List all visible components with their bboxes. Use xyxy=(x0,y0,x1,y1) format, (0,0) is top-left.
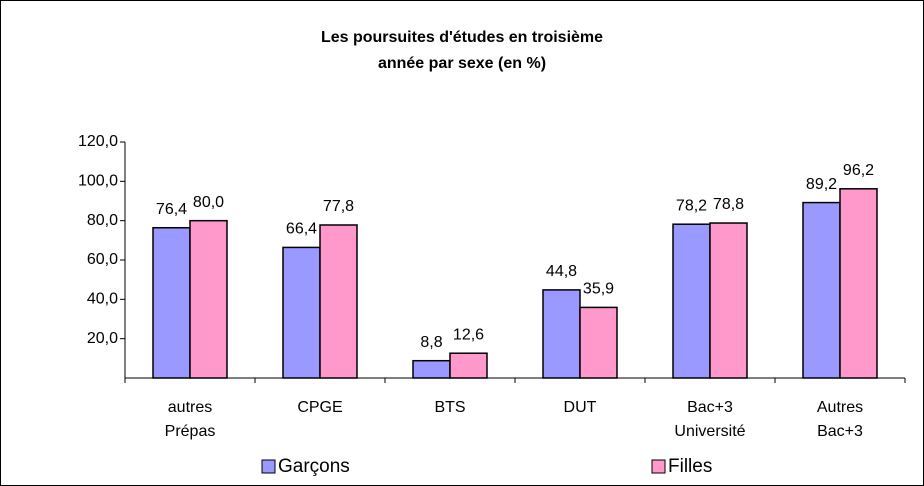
value-label: 77,8 xyxy=(323,198,354,215)
value-label: 78,8 xyxy=(713,196,744,213)
y-tick-label: 20,0 xyxy=(87,330,118,347)
legend-swatch xyxy=(651,459,666,474)
x-tick-label: autres xyxy=(168,399,212,416)
chart-title: année par sexe (en %) xyxy=(378,55,546,72)
value-label: 89,2 xyxy=(806,176,837,193)
value-label: 12,6 xyxy=(453,326,484,343)
legend-swatch xyxy=(261,459,276,474)
x-tick-label: Université xyxy=(674,423,745,440)
legend-label: Garçons xyxy=(278,456,350,477)
bar xyxy=(282,246,321,379)
x-tick-label: Autres xyxy=(817,399,863,416)
legend-label: Filles xyxy=(668,456,712,477)
y-tick-label: 40,0 xyxy=(87,291,118,308)
bar xyxy=(839,188,878,379)
value-label: 66,4 xyxy=(286,221,317,238)
value-label: 80,0 xyxy=(193,194,224,211)
x-tick-label: DUT xyxy=(564,399,597,416)
y-tick-label: 100,0 xyxy=(78,173,118,190)
bar xyxy=(319,224,358,379)
y-tick-label: 60,0 xyxy=(87,251,118,268)
value-label: 8,8 xyxy=(420,334,442,351)
bar xyxy=(449,352,488,379)
x-tick-label: BTS xyxy=(434,399,465,416)
value-label: 96,2 xyxy=(843,162,874,179)
value-label: 76,4 xyxy=(156,201,187,218)
bar xyxy=(152,226,191,379)
x-tick-label: Prépas xyxy=(165,423,216,440)
bar xyxy=(579,306,618,379)
bar xyxy=(189,219,228,379)
y-tick-label: 80,0 xyxy=(87,212,118,229)
x-tick-label: Bac+3 xyxy=(817,423,863,440)
bar xyxy=(412,359,451,379)
bar xyxy=(709,222,748,379)
value-label: 44,8 xyxy=(546,263,577,280)
x-tick-label: Bac+3 xyxy=(687,399,733,416)
value-label: 78,2 xyxy=(676,197,707,214)
bar xyxy=(542,289,581,379)
bar xyxy=(672,223,711,379)
y-tick-label: 120,0 xyxy=(78,133,118,150)
bar xyxy=(802,201,841,379)
x-tick-label: CPGE xyxy=(297,399,342,416)
chart-title: Les poursuites d'études en troisième xyxy=(321,29,603,46)
value-label: 35,9 xyxy=(583,281,614,298)
